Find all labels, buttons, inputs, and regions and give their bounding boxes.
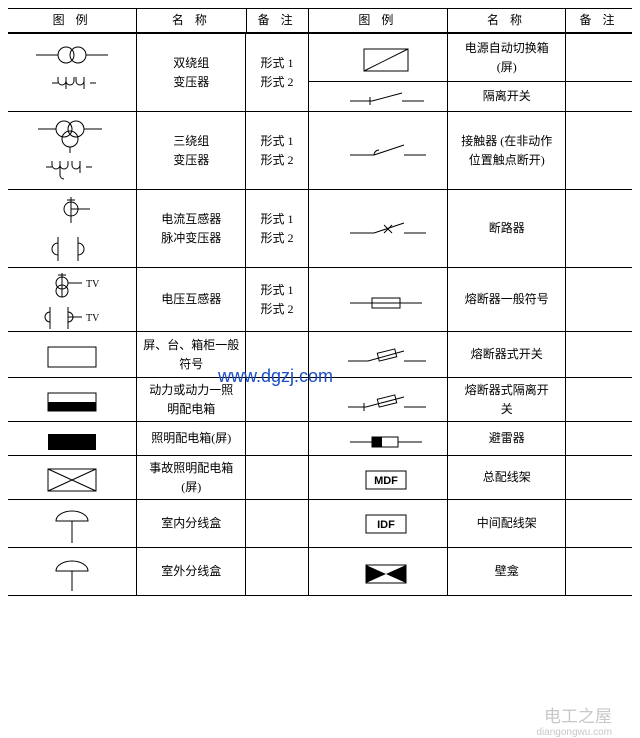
table-body: 双绕组变压器形式 1形式 2三绕组变压器形式 1形式 2电流互感器脉冲变压器形式… xyxy=(8,33,632,597)
symbol-cell xyxy=(8,378,137,422)
symbol-cell xyxy=(309,548,448,596)
note-cell xyxy=(246,456,308,500)
note-cell xyxy=(566,378,632,422)
hdr-legend-r: 图 例 xyxy=(308,9,447,33)
note-cell: 形式 1形式 2 xyxy=(246,268,308,332)
note-cell xyxy=(246,378,308,422)
symbol-cell xyxy=(309,34,448,82)
two-winding-icon xyxy=(16,37,128,109)
note-cell xyxy=(566,34,632,82)
ct-icon xyxy=(16,193,128,265)
note-cell xyxy=(566,82,632,112)
note-cell xyxy=(566,500,632,548)
symbol-cell xyxy=(8,548,137,596)
watermark-site: 电工之屋 diangongwu.com xyxy=(536,708,612,738)
name-cell: 避雷器 xyxy=(448,422,566,456)
name-cell: 断路器 xyxy=(448,190,566,268)
name-cell: 中间配线架 xyxy=(448,500,566,548)
name-cell: 事故照明配电箱(屏) xyxy=(137,456,246,500)
note-cell xyxy=(566,332,632,378)
symbol-cell xyxy=(8,422,137,456)
note-cell xyxy=(246,500,308,548)
contactor-icon xyxy=(322,115,434,187)
symbol-cell xyxy=(309,422,448,456)
note-cell xyxy=(246,548,308,596)
cross-box-icon xyxy=(16,459,128,497)
idf-icon: IDF xyxy=(322,503,434,545)
niche-icon xyxy=(322,551,434,593)
note-cell: 形式 1形式 2 xyxy=(246,112,308,190)
hdr-name-l: 名 称 xyxy=(137,9,246,33)
name-cell: 三绕组变压器 xyxy=(137,112,246,190)
name-cell: 熔断器式隔离开关 xyxy=(448,378,566,422)
name-cell: 壁龛 xyxy=(448,548,566,596)
name-cell: 熔断器一般符号 xyxy=(448,268,566,332)
note-cell xyxy=(566,422,632,456)
symbol-cell xyxy=(8,500,137,548)
fuse-isolator-icon xyxy=(322,381,434,419)
name-cell: 隔离开关 xyxy=(448,82,566,112)
svg-text:TV: TV xyxy=(86,279,100,290)
hdr-note-l: 备 注 xyxy=(246,9,308,33)
symbol-cell: MDF xyxy=(309,456,448,500)
vt-icon: TV TV xyxy=(16,271,128,329)
hdr-note-r: 备 注 xyxy=(566,9,633,33)
note-cell xyxy=(566,190,632,268)
umbrella-closed-icon xyxy=(16,551,128,593)
rect-icon xyxy=(16,335,128,375)
note-cell: 形式 1形式 2 xyxy=(246,190,308,268)
name-cell: 室内分线盒 xyxy=(137,500,246,548)
symbol-cell xyxy=(8,112,137,190)
isolator-icon xyxy=(322,85,434,109)
full-black-icon xyxy=(16,425,128,453)
name-cell: 电压互感器 xyxy=(137,268,246,332)
symbol-cell xyxy=(309,82,448,112)
name-cell: 电流互感器脉冲变压器 xyxy=(137,190,246,268)
symbol-cell: IDF xyxy=(309,500,448,548)
svg-text:IDF: IDF xyxy=(377,519,395,531)
symbol-cell xyxy=(309,268,448,332)
note-cell xyxy=(566,456,632,500)
svg-text:MDF: MDF xyxy=(374,475,398,487)
symbol-cell xyxy=(8,332,137,378)
umbrella-open-icon xyxy=(16,503,128,545)
symbol-cell xyxy=(309,378,448,422)
arrester-icon xyxy=(322,425,434,453)
symbol-cell xyxy=(309,112,448,190)
note-cell xyxy=(566,112,632,190)
symbol-cell xyxy=(309,332,448,378)
name-cell: 接触器 (在非动作位置触点断开) xyxy=(448,112,566,190)
symbol-cell xyxy=(8,34,137,112)
symbol-cell: TV TV xyxy=(8,268,137,332)
symbol-cell xyxy=(8,456,137,500)
hdr-name-r: 名 称 xyxy=(448,9,566,33)
note-cell xyxy=(246,332,308,378)
name-cell: 电源自动切换箱(屏) xyxy=(448,34,566,82)
name-cell: 室外分线盒 xyxy=(137,548,246,596)
symbol-table: 图 例 名 称 备 注 图 例 名 称 备 注 双绕组变压器形式 1形式 2三绕… xyxy=(8,8,632,596)
fuse-icon xyxy=(322,271,434,329)
name-cell: 总配线架 xyxy=(448,456,566,500)
name-cell: 双绕组变压器 xyxy=(137,34,246,112)
note-cell: 形式 1形式 2 xyxy=(246,34,308,112)
name-cell: 动力或动力一照明配电箱 xyxy=(137,378,246,422)
hdr-legend-l: 图 例 xyxy=(8,9,137,33)
auto-switch-box-icon xyxy=(322,37,434,79)
symbol-cell xyxy=(8,190,137,268)
half-black-icon xyxy=(16,381,128,419)
note-cell xyxy=(566,268,632,332)
note-cell xyxy=(566,548,632,596)
name-cell: 屏、台、箱柜一般符号 xyxy=(137,332,246,378)
symbol-cell xyxy=(309,190,448,268)
three-winding-icon xyxy=(16,115,128,187)
fuse-switch-icon xyxy=(322,335,434,375)
breaker-icon xyxy=(322,193,434,265)
name-cell: 熔断器式开关 xyxy=(448,332,566,378)
note-cell xyxy=(246,422,308,456)
mdf-icon: MDF xyxy=(322,459,434,497)
name-cell: 照明配电箱(屏) xyxy=(137,422,246,456)
svg-text:TV: TV xyxy=(86,313,100,324)
